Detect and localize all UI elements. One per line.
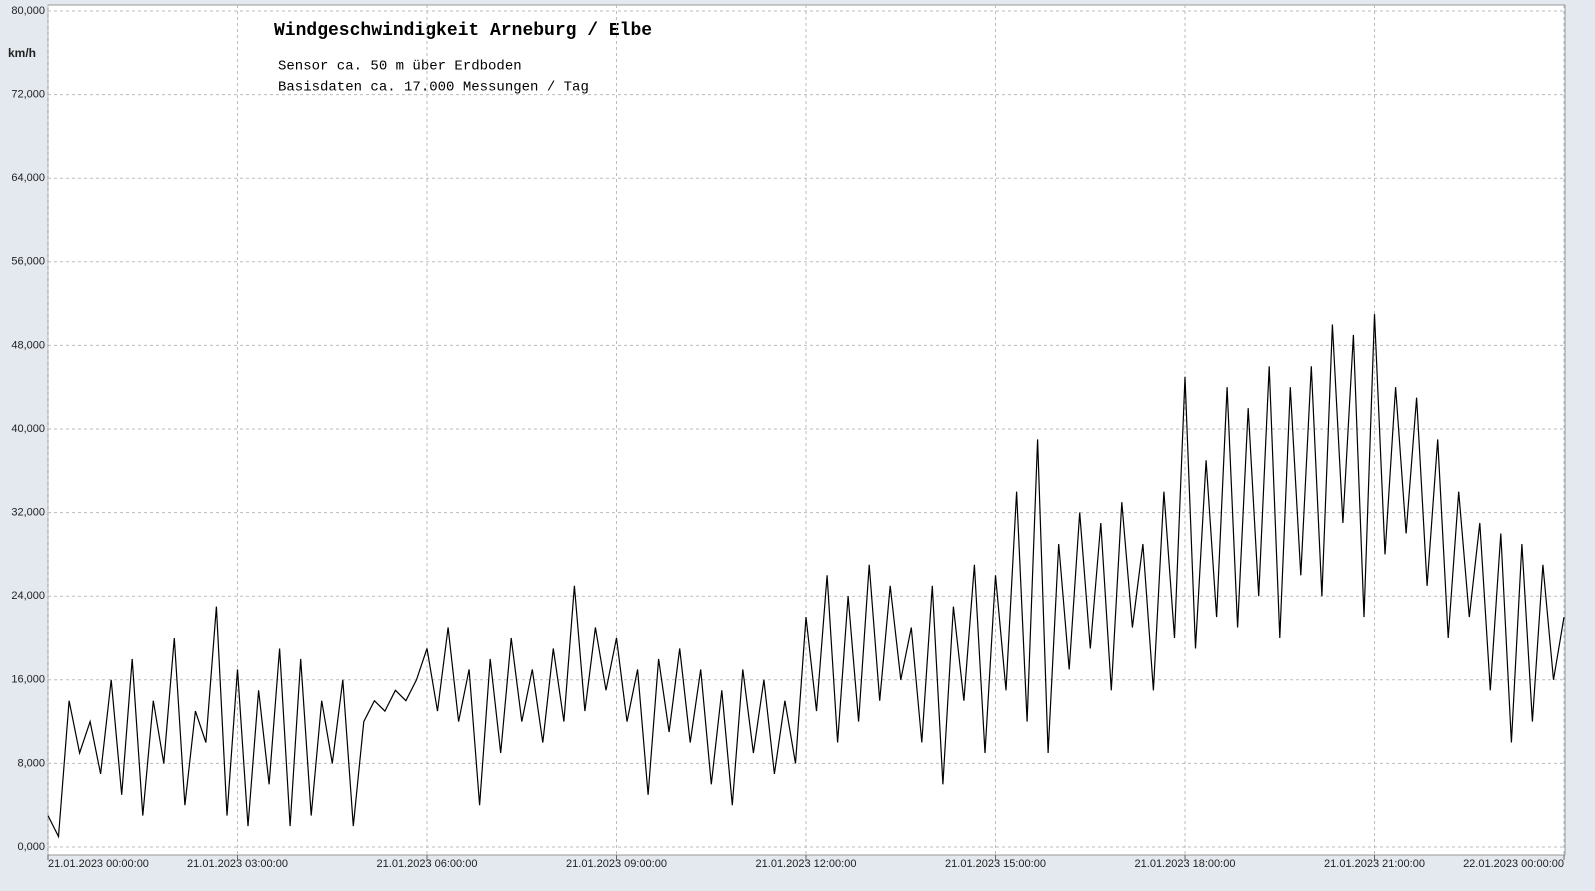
y-tick-label: 32,000 — [11, 507, 45, 519]
y-tick-label: 48,000 — [11, 339, 45, 351]
chart-title: Windgeschwindigkeit Arneburg / Elbe — [274, 21, 652, 41]
y-tick-label: 56,000 — [11, 256, 45, 268]
x-tick-label: 21.01.2023 03:00:00 — [187, 858, 288, 870]
x-tick-label: 21.01.2023 15:00:00 — [945, 858, 1046, 870]
y-tick-label: 8,000 — [17, 757, 45, 769]
y-tick-label: 0,000 — [17, 841, 45, 853]
x-tick-label: 21.01.2023 06:00:00 — [377, 858, 478, 870]
chart-subtitle: Sensor ca. 50 m über Erdboden — [278, 59, 522, 75]
y-tick-label: 40,000 — [11, 423, 45, 435]
y-tick-label: 24,000 — [11, 590, 45, 602]
x-tick-label: 21.01.2023 00:00:00 — [48, 858, 149, 870]
y-tick-label: 80,000 — [11, 5, 45, 17]
x-tick-label: 21.01.2023 09:00:00 — [566, 858, 667, 870]
x-tick-label: 21.01.2023 18:00:00 — [1135, 858, 1236, 870]
y-tick-label: 16,000 — [11, 674, 45, 686]
x-tick-label: 21.01.2023 21:00:00 — [1324, 858, 1425, 870]
data-line — [47, 314, 1565, 839]
x-tick-label: 22.01.2023 00:00:00 — [1463, 858, 1564, 870]
y-tick-label: 72,000 — [11, 89, 45, 101]
y-tick-label: 64,000 — [11, 172, 45, 184]
y-axis-label: km/h — [8, 46, 36, 60]
x-tick-label: 21.01.2023 12:00:00 — [756, 858, 857, 870]
chart-subtitle: Basisdaten ca. 17.000 Messungen / Tag — [278, 80, 589, 96]
